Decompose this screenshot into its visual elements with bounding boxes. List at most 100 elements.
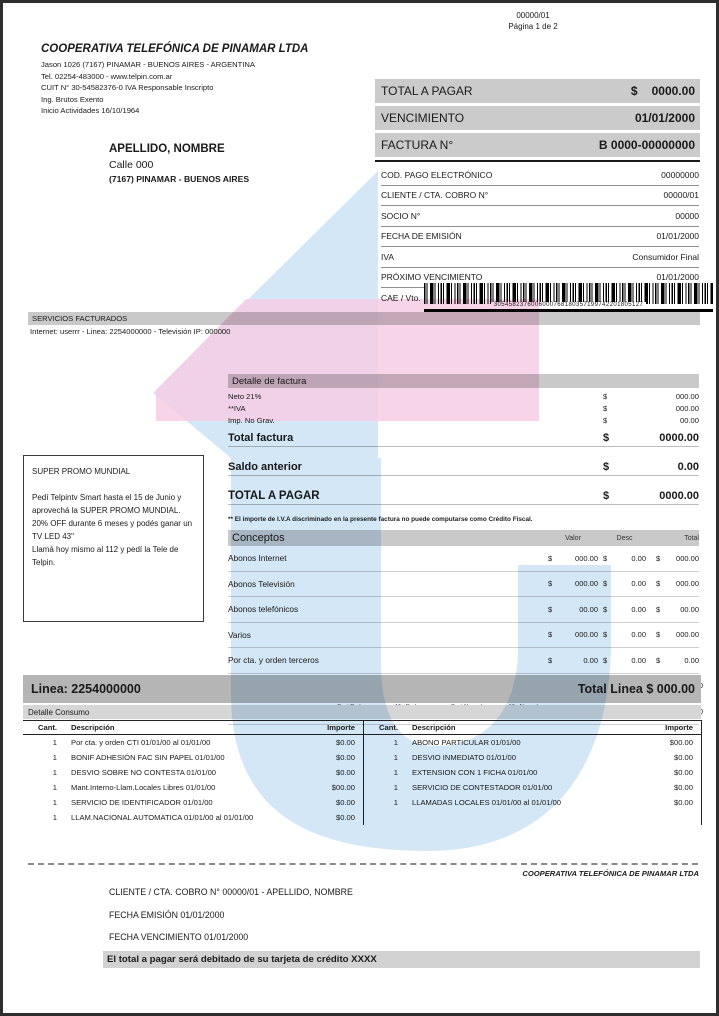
concepto-total: 000.00: [676, 630, 699, 640]
row-qty: 1: [52, 798, 57, 807]
detalle-row: **IVA $ 000.00: [228, 402, 699, 414]
consumo-row: 1 DESVIO SOBRE NO CONTESTA 01/01/00 $0.0…: [23, 765, 363, 780]
info-value: 00000/01: [663, 190, 699, 201]
concepto-desc: 0.00: [631, 579, 646, 589]
company-name: COOPERATIVA TELEFÓNICA DE PINAMAR LTDA: [41, 43, 309, 55]
customer-street: Calle 000: [109, 159, 154, 171]
currency-sign: $: [656, 630, 661, 640]
col-descripcion: Descripción: [71, 723, 115, 732]
row-qty: 1: [393, 738, 398, 747]
detalle-factura-rows: Neto 21% $ 000.00 **IVA $ 000.00 Imp. No…: [228, 390, 699, 426]
footer-company-name: COOPERATIVA TELEFÓNICA DE PINAMAR LTDA: [522, 869, 699, 878]
total-factura-label: Total factura: [228, 432, 294, 444]
total-a-pagar-label: TOTAL A PAGAR: [381, 84, 473, 98]
currency-sign: $: [656, 579, 661, 589]
currency-sign: $: [603, 432, 610, 444]
concepto-valor: 00.00: [579, 604, 598, 614]
currency-sign: $: [603, 630, 608, 640]
consumo-right-column: Cant. Descripción Importe 1 ABONO PARTIC…: [363, 720, 702, 825]
concepto-total: 000.00: [676, 553, 699, 563]
row-desc: LLAM.NACIONAL AUTOMATICA 01/01/00 al 01/…: [71, 813, 254, 822]
footer-cliente-line: CLIENTE / CTA. COBRO N° 00000/01 - APELL…: [109, 887, 353, 897]
currency-sign: $: [548, 655, 553, 665]
total-a-pagar-row: TOTAL A PAGAR $ 0000.00: [228, 485, 699, 505]
total-factura-value: 0000.00: [659, 432, 699, 444]
row-amount: $00.00: [669, 738, 693, 747]
info-row: COD. PAGO ELECTRÓNICO 00000000: [381, 165, 699, 186]
iva-footnote: ** El importe de I.V.A discriminado en l…: [228, 516, 533, 523]
factura-number: B 0000-00000000: [598, 138, 695, 152]
concepto-total: 0.00: [684, 655, 699, 665]
row-qty: 1: [52, 813, 57, 822]
saldo-anterior-label: Saldo anterior: [228, 461, 302, 473]
detalle-row-label: Imp. No Grav.: [228, 415, 275, 425]
linea-total: Total Linea $ 000.00: [577, 682, 695, 696]
col-total-header: Total: [684, 534, 699, 542]
consumo-header: Cant. Descripción Importe: [23, 720, 363, 735]
row-desc: SERVICIO DE CONTESTADOR 01/01/00: [412, 783, 553, 792]
consumo-row: 1 SERVICIO DE CONTESTADOR 01/01/00 $0.00: [364, 780, 701, 795]
total-amount: 0000.00: [651, 84, 695, 98]
concepto-label: Por cta. y orden terceros: [228, 655, 319, 666]
company-header: COOPERATIVA TELEFÓNICA DE PINAMAR LTDA J…: [41, 43, 371, 117]
row-qty: 1: [393, 753, 398, 762]
summary-divider: [375, 160, 700, 162]
currency-sign: $: [548, 630, 553, 640]
row-amount: $0.00: [335, 753, 355, 762]
promo-paragraph: 20% OFF durante 6 meses y podés ganar un…: [32, 519, 193, 541]
consumo-header: Cant. Descripción Importe: [364, 720, 701, 735]
row-amount: $0.00: [673, 798, 693, 807]
tear-off-dashed-line: [28, 863, 698, 865]
info-value: 00000: [675, 210, 699, 221]
row-desc: Mant.Interno-Llam.Locales Libres 01/01/0…: [71, 783, 216, 792]
consumo-row: 1 LLAM.NACIONAL AUTOMATICA 01/01/00 al 0…: [23, 810, 363, 825]
row-qty: 1: [393, 768, 398, 777]
info-label: PRÓXIMO VENCIMIENTO: [381, 272, 483, 283]
row-amount: $00.00: [331, 783, 355, 792]
info-label: CLIENTE / CTA. COBRO N°: [381, 190, 489, 201]
concepto-label: Varios: [228, 629, 251, 640]
detalle-row-value: 000.00: [675, 391, 699, 401]
info-value: 01/01/2000: [656, 272, 699, 283]
company-cuit: CUIT N° 30-54582376-0 IVA Responsable In…: [41, 83, 214, 92]
page-indicator: Página 1 de 2: [508, 22, 558, 31]
detalle-row: Imp. No Grav. $ 00.00: [228, 414, 699, 426]
consumo-left-column: Cant. Descripción Importe 1 Por cta. y o…: [23, 720, 363, 825]
consumo-row: 1 LLAMADAS LOCALES 01/01/00 al 01/01/00 …: [364, 795, 701, 810]
row-qty: 1: [393, 798, 398, 807]
currency-sign: $: [603, 461, 610, 473]
factura-band: FACTURA N° B 0000-00000000: [375, 133, 700, 157]
currency-sign: $: [548, 553, 553, 563]
total-factura-row: Total factura $ 0000.00: [228, 427, 699, 447]
row-qty: 1: [52, 753, 57, 762]
concepto-valor: 000.00: [575, 579, 598, 589]
total-a-pagar-band: TOTAL A PAGAR $ 0000.00: [375, 79, 700, 103]
row-desc: ABONO PARTICULAR 01/01/00: [412, 738, 521, 747]
concepto-row: Abonos Televisión $ 000.00 $ 0.00 $ 000.…: [228, 572, 699, 597]
linea-band: Linea: 2254000000 Total Linea $ 000.00: [23, 675, 701, 703]
detalle-row-value: 000.00: [675, 403, 699, 413]
row-amount: $0.00: [335, 738, 355, 747]
concepto-label: Abonos Internet: [228, 553, 287, 564]
promo-paragraph: Llamá hoy mismo al 112 y pedí la Tele de…: [32, 545, 179, 567]
promo-box: SUPER PROMO MUNDIAL Pedí Telpintv Smart …: [23, 455, 204, 622]
detalle-factura-title: Detalle de factura: [232, 375, 307, 387]
row-desc: SERVICIO DE IDENTIFICADOR 01/01/00: [71, 798, 213, 807]
customer-block: APELLIDO, NOMBRE Calle 000 (7167) PINAMA…: [109, 143, 369, 184]
consumo-row: 1 EXTENSION CON 1 FICHA 01/01/00 $0.00: [364, 765, 701, 780]
currency-sign: $: [656, 604, 661, 614]
footer-fecha-emision: FECHA EMISIÓN 01/01/2000: [109, 910, 225, 920]
currency-sign: $: [603, 403, 608, 413]
concepto-valor: 000.00: [575, 630, 598, 640]
currency-sign: $: [603, 579, 608, 589]
servicios-detail-line: Internet: userrr - Linea: 2254000000 - T…: [30, 327, 231, 336]
detalle-consumo-band: Detalle Consumo: [23, 705, 701, 719]
cae-label: CAE / Vto.: [381, 292, 421, 303]
barcode-underline: [424, 309, 713, 312]
footer-fecha-vencimiento: FECHA VENCIMIENTO 01/01/2000: [109, 932, 249, 942]
concepto-row: Por cta. y orden terceros $ 0.00 $ 0.00 …: [228, 648, 699, 674]
barcode: [424, 283, 713, 304]
promo-title: SUPER PROMO MUNDIAL: [32, 467, 131, 476]
consumo-row: 1 ABONO PARTICULAR 01/01/00 $00.00: [364, 735, 701, 750]
